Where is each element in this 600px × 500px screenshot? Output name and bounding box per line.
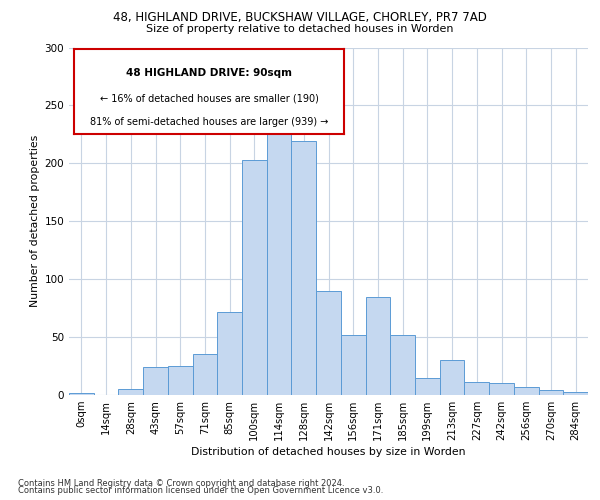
Bar <box>292 142 316 395</box>
Y-axis label: Number of detached properties: Number of detached properties <box>30 135 40 308</box>
Bar <box>489 384 514 395</box>
X-axis label: Distribution of detached houses by size in Worden: Distribution of detached houses by size … <box>191 447 466 457</box>
Text: Contains public sector information licensed under the Open Government Licence v3: Contains public sector information licen… <box>18 486 383 495</box>
Bar <box>539 390 563 395</box>
Bar <box>143 367 168 395</box>
Bar <box>242 160 267 395</box>
Bar <box>267 108 292 395</box>
Text: Size of property relative to detached houses in Worden: Size of property relative to detached ho… <box>146 24 454 34</box>
Text: 48, HIGHLAND DRIVE, BUCKSHAW VILLAGE, CHORLEY, PR7 7AD: 48, HIGHLAND DRIVE, BUCKSHAW VILLAGE, CH… <box>113 11 487 24</box>
Bar <box>563 392 588 395</box>
Text: Contains HM Land Registry data © Crown copyright and database right 2024.: Contains HM Land Registry data © Crown c… <box>18 478 344 488</box>
Bar <box>390 335 415 395</box>
Bar <box>514 387 539 395</box>
Bar <box>316 291 341 395</box>
Bar <box>415 378 440 395</box>
Bar <box>217 312 242 395</box>
Bar <box>365 296 390 395</box>
Bar <box>168 366 193 395</box>
Bar <box>193 354 217 395</box>
Bar <box>341 335 365 395</box>
Bar <box>118 389 143 395</box>
Bar <box>464 382 489 395</box>
Bar <box>440 360 464 395</box>
Bar <box>69 392 94 395</box>
